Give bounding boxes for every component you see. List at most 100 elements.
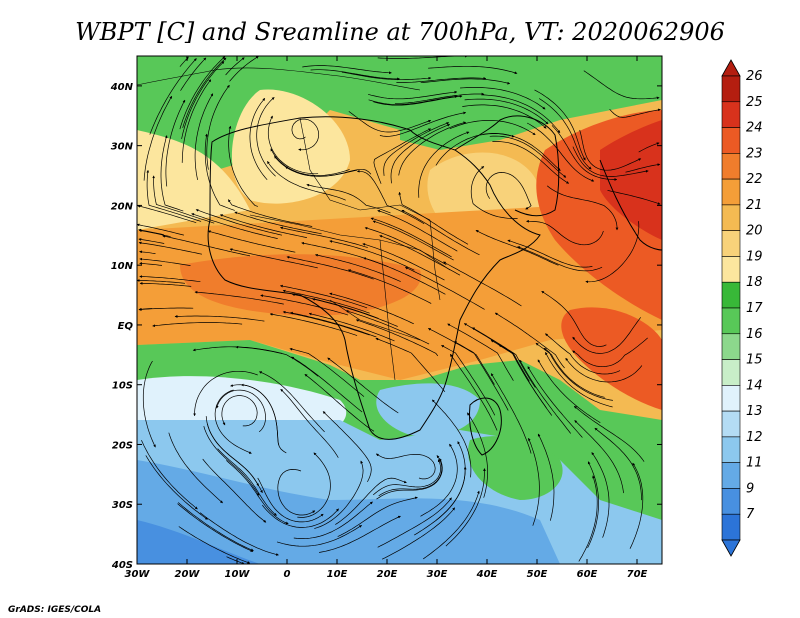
colorbar-swatch [721,230,741,257]
streamline [139,281,192,287]
colorbar-label: 9 [746,481,754,496]
streamline [526,219,604,246]
streamline [174,315,265,322]
streamline [427,328,495,385]
streamline [260,294,349,316]
streamline [404,267,485,310]
streamline [276,525,362,547]
streamline [219,214,307,238]
streamline [177,503,254,552]
lat-tick-label: 30N [111,142,134,153]
streamline [519,359,571,434]
colorbar-swatch [721,127,741,154]
streamline [370,217,452,258]
streamline [235,345,319,377]
lat-tick-label: 20N [111,201,134,212]
streamline [286,255,374,280]
streamline [168,432,223,504]
streamline [149,58,197,135]
streamline [289,347,365,397]
coastlines [137,67,662,456]
streamline [471,327,536,388]
streamline [607,189,661,205]
streamline [573,406,645,462]
lat-tick-label: 10N [111,261,134,272]
streamline [572,146,649,177]
streamline [203,425,260,496]
streamline [302,65,392,75]
streamline [591,452,610,538]
streamline [138,241,203,255]
streamline [152,322,243,328]
streamline [138,228,164,236]
streamline [377,497,452,548]
streamline [267,161,346,201]
streamline [638,142,660,153]
streamline [194,93,214,180]
streamline [139,257,191,266]
streamline [538,98,592,170]
streamline [574,420,624,494]
streamline [249,98,268,181]
lon-tick-label: 30E [427,569,448,580]
streamline [368,90,458,100]
colorbar-label: 18 [746,275,763,290]
colorbar-label: 23 [746,146,763,161]
streamline [572,317,641,354]
streamline [262,504,339,528]
streamline [139,275,201,283]
streamline [314,253,401,282]
streamline [534,89,586,161]
streamline [528,437,540,526]
streamline [362,243,445,281]
lon-tick-label: 70E [627,569,648,580]
streamline [301,241,389,267]
streamline [193,370,258,417]
lat-tick-label: EQ [118,321,134,332]
colorbar-label: 25 [746,95,763,110]
streamline [551,125,618,181]
streamline [293,501,373,539]
colorbar-label: 17 [746,301,763,316]
streamline [221,395,258,427]
colorbar-swatch [721,307,741,335]
lon-tick-label: 20W [175,569,201,580]
streamline [441,345,496,416]
streamline [372,220,454,261]
streamline [257,477,324,523]
colorbar-top-arrow [721,59,741,77]
colorbar-label: 11 [746,456,763,471]
streamline [277,469,316,516]
streamline [527,366,583,438]
streamline [280,388,339,458]
lat-tick-label: 40N [110,82,134,93]
streamline [490,339,547,409]
streamline [401,209,480,256]
lon-tick-label: 50E [527,569,548,580]
streamline [364,227,447,266]
colorbar-bottom-arrow [721,539,741,557]
streamline [179,56,226,130]
streamline [625,163,661,173]
streamline [445,468,486,547]
streamline [543,348,613,401]
streamline [138,307,194,311]
streamline [381,507,455,560]
streamline [537,359,601,423]
colorbar-label: 21 [746,198,763,213]
colorbar-label: 20 [746,224,763,239]
streamline [579,129,642,171]
streamline [205,416,259,487]
streamline [572,337,648,368]
colorbar-swatch [721,101,741,128]
streamline [137,223,184,236]
streamline [565,357,643,383]
streamline [180,57,207,91]
streamline [414,466,467,536]
streamline [329,240,415,271]
colorbar-swatch [721,436,741,463]
colorbar-label: 7 [746,507,755,522]
streamline [517,246,603,272]
streamlines [137,56,661,564]
streamline [379,111,467,137]
